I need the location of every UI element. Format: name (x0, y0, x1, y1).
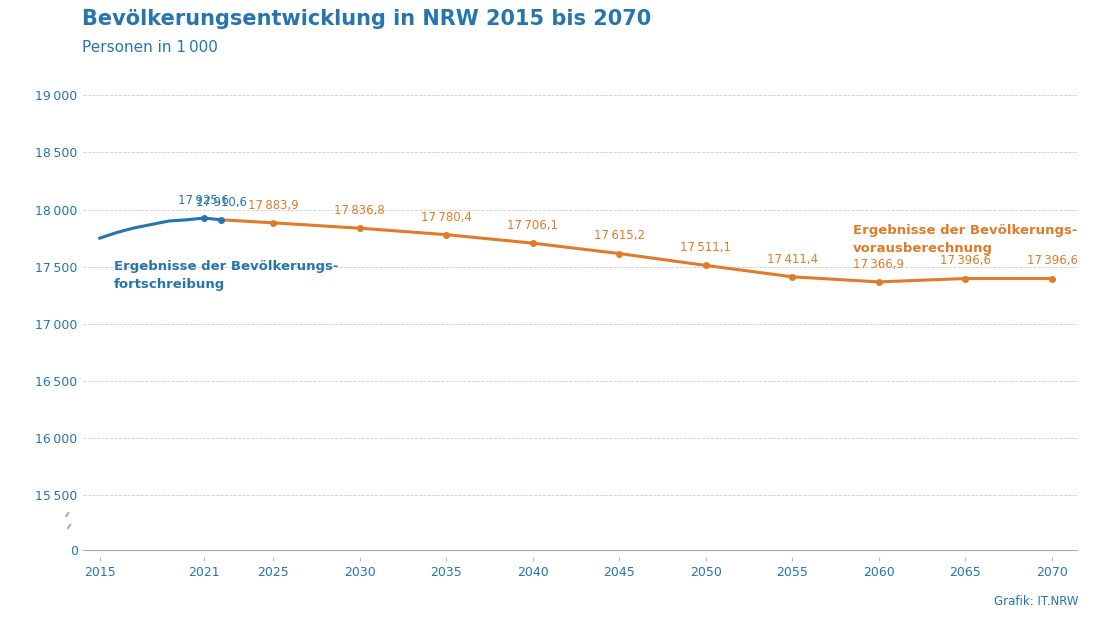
Text: 17 883,9: 17 883,9 (248, 199, 298, 212)
Text: 17 780,4: 17 780,4 (420, 210, 472, 223)
Text: Bevölkerungsentwicklung in NRW 2015 bis 2070: Bevölkerungsentwicklung in NRW 2015 bis … (82, 9, 651, 29)
Text: Ergebnisse der Bevölkerungs-
vorausberechnung: Ergebnisse der Bevölkerungs- vorausberec… (852, 225, 1077, 256)
Text: Grafik: IT.NRW: Grafik: IT.NRW (993, 595, 1078, 608)
Text: Personen in 1 000: Personen in 1 000 (82, 40, 219, 55)
Text: 17 396,6: 17 396,6 (1026, 254, 1078, 267)
Text: 17 910,6: 17 910,6 (196, 196, 246, 209)
Text: 17 366,9: 17 366,9 (854, 258, 904, 271)
Text: 17 706,1: 17 706,1 (507, 219, 558, 232)
Text: 17 396,6: 17 396,6 (940, 254, 991, 267)
Text: 17 925,6: 17 925,6 (178, 194, 229, 207)
Text: Ergebnisse der Bevölkerungs-
fortschreibung: Ergebnisse der Bevölkerungs- fortschreib… (113, 260, 338, 291)
Text: 17 511,1: 17 511,1 (680, 241, 732, 254)
Text: 17 615,2: 17 615,2 (594, 230, 645, 243)
Text: 17 836,8: 17 836,8 (334, 204, 385, 217)
Text: 17 411,4: 17 411,4 (767, 253, 818, 266)
